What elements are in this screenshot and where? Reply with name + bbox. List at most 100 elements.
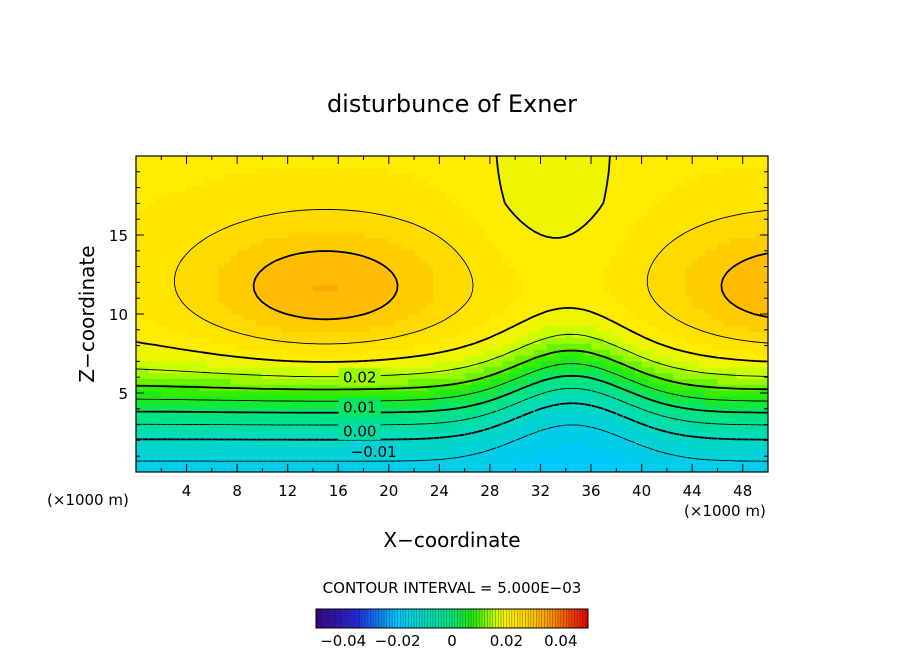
field-cell	[692, 214, 700, 221]
field-cell	[388, 196, 396, 204]
field-cell	[572, 349, 579, 356]
field-cell	[218, 466, 226, 472]
field-cell	[376, 413, 384, 420]
field-cell	[679, 278, 687, 286]
field-cell	[527, 372, 535, 379]
field-cell	[414, 226, 421, 233]
field-cell	[610, 390, 617, 397]
field-cell	[395, 214, 403, 221]
field-cell	[749, 214, 756, 221]
field-cell	[420, 284, 428, 292]
field-cell	[666, 413, 674, 420]
field-cell	[300, 296, 308, 303]
field-cell	[275, 284, 282, 292]
field-cell	[426, 249, 434, 257]
field-cell	[306, 442, 314, 450]
field-cell	[717, 390, 725, 397]
field-cell	[433, 331, 440, 339]
field-cell	[673, 390, 681, 397]
field-cell	[761, 208, 768, 216]
field-cell	[597, 302, 605, 309]
field-cell	[666, 255, 674, 262]
field-cell	[382, 284, 390, 292]
field-cell	[572, 179, 579, 186]
field-cell	[230, 185, 238, 192]
field-cell	[167, 308, 175, 315]
field-cell	[173, 179, 181, 186]
field-cell	[338, 331, 346, 339]
field-cell	[591, 302, 598, 309]
field-cell	[502, 454, 510, 461]
field-cell	[616, 319, 624, 327]
field-cell	[414, 431, 421, 438]
field-cell	[628, 243, 636, 251]
field-cell	[742, 395, 750, 403]
field-cell	[136, 208, 143, 216]
field-cell	[628, 442, 636, 450]
field-cell	[610, 185, 617, 192]
field-cell	[344, 390, 352, 397]
field-cell	[578, 179, 586, 186]
field-cell	[584, 220, 592, 227]
field-cell	[401, 314, 409, 321]
field-cell	[704, 191, 712, 198]
field-cell	[433, 401, 440, 409]
field-cell	[635, 290, 643, 298]
field-cell	[502, 425, 510, 432]
field-cell	[325, 296, 333, 303]
field-cell	[426, 290, 434, 298]
field-cell	[350, 319, 358, 327]
field-cell	[527, 419, 535, 426]
field-cell	[331, 214, 339, 221]
field-cell	[508, 343, 516, 350]
field-cell	[666, 419, 674, 426]
field-cell	[622, 273, 630, 280]
field-cell	[294, 249, 301, 257]
field-cell	[559, 273, 567, 280]
field-cell	[376, 214, 384, 221]
field-cell	[363, 284, 371, 292]
field-cell	[382, 302, 390, 309]
field-cell	[300, 395, 308, 403]
field-cell	[679, 267, 687, 274]
field-cell	[452, 202, 459, 210]
field-cell	[515, 407, 523, 415]
field-cell	[186, 261, 194, 268]
field-cell	[275, 208, 282, 216]
field-cell	[439, 196, 447, 204]
field-cell	[489, 454, 497, 461]
field-cell	[578, 290, 586, 298]
field-cell	[483, 290, 491, 298]
field-cell	[679, 308, 687, 315]
field-cell	[641, 261, 649, 268]
field-cell	[388, 214, 396, 221]
field-cell	[350, 237, 358, 245]
field-cell	[369, 261, 377, 268]
field-cell	[186, 302, 194, 309]
field-cell	[742, 331, 750, 339]
field-cell	[711, 226, 719, 233]
field-cell	[647, 366, 655, 374]
field-cell	[553, 319, 561, 327]
field-cell	[692, 249, 700, 257]
field-cell	[597, 237, 605, 245]
field-cell	[578, 237, 586, 245]
field-cell	[660, 343, 668, 350]
field-cell	[237, 290, 245, 298]
field-cell	[173, 308, 181, 315]
field-cell	[205, 372, 213, 379]
field-cell	[180, 395, 188, 403]
field-cell	[243, 360, 251, 368]
field-cell	[717, 243, 725, 251]
field-cell	[211, 407, 219, 415]
field-cell	[628, 191, 636, 198]
field-cell	[243, 349, 251, 356]
field-cell	[489, 372, 497, 379]
field-cell	[546, 296, 554, 303]
field-cell	[325, 448, 333, 456]
field-cell	[325, 302, 333, 309]
field-cell	[173, 267, 181, 274]
field-cell	[306, 196, 314, 204]
field-cell	[300, 378, 308, 385]
field-cell	[717, 431, 725, 438]
